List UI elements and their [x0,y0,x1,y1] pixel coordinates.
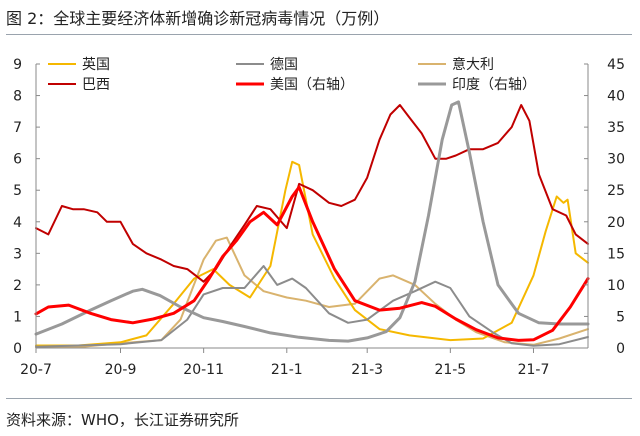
y-left-tick-label: 8 [13,89,22,105]
source-note: 资料来源：WHO，长江证券研究所 [6,411,239,429]
y-left-tick-label: 1 [13,309,22,325]
legend-label-1: 德国 [270,57,298,73]
legend-label-4: 美国（右轴） [270,77,354,93]
y-left-tick-label: 6 [13,152,22,168]
y-right-tick-label: 40 [607,89,625,105]
y-right-tick-label: 0 [616,341,625,357]
y-right-tick-label: 45 [607,57,625,73]
series-line-2 [35,236,589,349]
y-left-tick-label: 5 [13,183,22,199]
series-line-5 [34,100,590,343]
y-left-tick-label: 7 [13,120,22,136]
x-tick-label: 21-7 [518,362,550,378]
y-left-tick-label: 2 [13,278,22,294]
source-divider [6,398,632,399]
x-tick-label: 21-1 [271,362,303,378]
legend-label-0: 英国 [82,56,110,73]
y-right-tick-label: 5 [616,309,625,325]
series-line-4 [34,185,590,342]
y-right-tick-label: 25 [607,183,625,199]
y-left-tick-label: 3 [13,246,22,262]
x-tick-label: 21-3 [351,362,383,378]
series-lines [34,100,590,349]
y-right-tick-label: 35 [607,120,625,136]
y-left-tick-label: 0 [13,341,22,357]
y-left-tick-label: 9 [13,57,22,73]
legend-label-5: 印度（右轴） [452,77,536,93]
y-right-tick-label: 20 [607,215,625,231]
x-tick-label: 21-5 [434,362,466,378]
y-right-tick-label: 10 [607,278,625,294]
x-tick-label: 20-9 [105,362,137,378]
x-tick-label: 20-7 [20,362,52,378]
legend-label-3: 巴西 [82,77,110,93]
figure-title: 图 2：全球主要经济体新增确诊新冠病毒情况（万例） [6,9,390,28]
y-right-tick-label: 30 [607,152,625,168]
series-line-1 [35,265,589,348]
series-line-3 [35,104,589,283]
y-left-tick-label: 4 [13,215,22,231]
y-right-tick-label: 15 [607,246,625,262]
series-line-0 [35,160,589,347]
title-divider [6,34,632,35]
legend-label-2: 意大利 [452,56,494,73]
x-tick-label: 20-11 [183,362,224,378]
